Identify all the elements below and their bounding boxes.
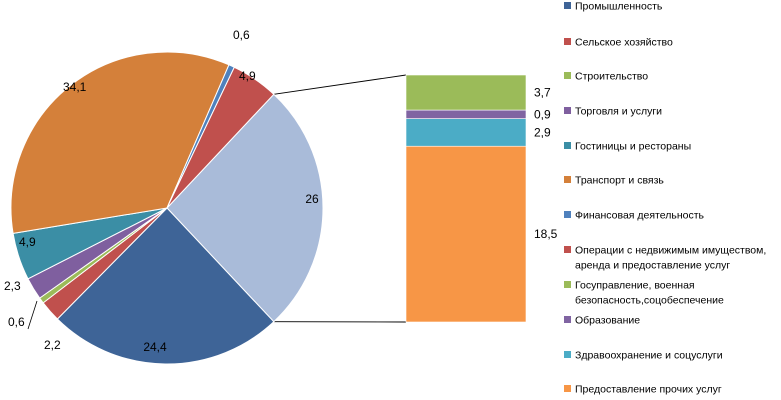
- legend-item-промышленность: Промышленность: [564, 1, 663, 13]
- bar-segment-здравоохранение-и-соцуслуги: [405, 118, 527, 147]
- legend-swatch: [564, 176, 571, 183]
- legend-item-транспорт-и-связь: Транспорт и связь: [564, 175, 664, 187]
- legend-item-сельское-хозяйство: Сельское хозяйство: [564, 37, 673, 49]
- legend-swatch: [564, 351, 571, 358]
- data-label: 0,6: [8, 315, 25, 329]
- pie-slice-промышленность: [56, 207, 275, 365]
- legend-item-торговля-и-услуги: Торговля и услуги: [564, 106, 662, 118]
- connector-line-top: [273, 74, 407, 95]
- legend-item-операции-с-недвижимым-имуществом-аренда-и-предоставление-услуг: Операции с недвижимым имуществом, аренда …: [564, 245, 766, 272]
- legend-swatch: [564, 211, 571, 218]
- data-label: 0,6: [233, 28, 250, 42]
- legend-item-здравоохранение-и-соцуслуги: Здравоохранение и соцуслуги: [564, 350, 723, 362]
- data-label: 24,4: [143, 340, 167, 354]
- legend-swatch: [564, 246, 571, 253]
- legend-label: безопасность,соцобеспечение: [575, 295, 724, 307]
- pie-slice-транспорт-и-связь: [10, 51, 230, 234]
- legend-item-гостиницы-и-рестораны: Гостиницы и рестораны: [564, 141, 691, 153]
- legend-label: аренда и предоставление услуг: [575, 260, 730, 272]
- pie-slices: [10, 51, 324, 365]
- legend-label: Транспорт и связь: [575, 175, 664, 187]
- legend-label: Торговля и услуги: [575, 106, 662, 118]
- bar-segment-предоставление-прочих-услуг: [405, 145, 527, 323]
- legend-label: Гостиницы и рестораны: [575, 141, 691, 153]
- bar-segment-образование: [405, 109, 527, 120]
- data-label: 2,9: [534, 125, 551, 139]
- legend-label: Операции с недвижимым имуществом,: [575, 245, 766, 257]
- data-label: 2,2: [44, 338, 61, 352]
- legend-label: Госуправление, военная: [575, 280, 695, 292]
- legend-swatch: [564, 142, 571, 149]
- legend-swatch: [564, 281, 571, 288]
- legend-swatch: [564, 385, 571, 392]
- leader-line: [27, 300, 38, 330]
- connector-lines: [273, 74, 407, 323]
- legend-swatch: [564, 2, 571, 9]
- data-label: 4,9: [239, 69, 256, 83]
- pie-slice-other-group: [166, 93, 324, 323]
- legend-label: Сельское хозяйство: [575, 37, 673, 49]
- legend-label: Промышленность: [575, 1, 663, 13]
- legend-swatch: [564, 316, 571, 323]
- legend-item-финансовая-деятельность: Финансовая деятельность: [564, 210, 705, 222]
- legend-label: Финансовая деятельность: [575, 210, 705, 222]
- legend-swatch: [564, 72, 571, 79]
- legend-item-госуправление-военная-безопасность-соцобеспечение: Госуправление, военная безопасность,соцоб…: [564, 280, 724, 307]
- legend-item-строительство: Строительство: [564, 71, 648, 83]
- legend-item-предоставление-прочих-услуг: Предоставление прочих услуг: [564, 384, 722, 396]
- legend-item-образование: Образование: [564, 315, 640, 327]
- data-label: 0,9: [534, 107, 551, 121]
- data-label: 18,5: [534, 227, 558, 241]
- legend-label: Здравоохранение и соцуслуги: [575, 350, 723, 362]
- data-label: 2,3: [4, 279, 21, 293]
- data-label: 34,1: [63, 80, 87, 94]
- legend-swatch: [564, 38, 571, 45]
- data-label: 3,7: [534, 86, 551, 100]
- data-label: 4,9: [19, 235, 36, 249]
- legend: Промышленность Сельское хозяйство Строител…: [564, 1, 766, 396]
- data-labels: 24,4 2,2 0,6 2,3 4,9 34,1 0,6 4,9 26 3,7 0,9 2,9 18,…: [4, 28, 558, 354]
- bar-segment-госуправление-военная-безопасность-соцобеспечение: [405, 74, 527, 111]
- data-label-other-group: 26: [305, 192, 319, 206]
- legend-label: Предоставление прочих услуг: [575, 384, 722, 396]
- pie-slice-операции-с-недвижимым-имуществом-аренда-и-предоставление-услуг: [166, 66, 275, 209]
- legend-swatch: [564, 107, 571, 114]
- legend-label: Строительство: [575, 71, 648, 83]
- legend-label: Образование: [575, 315, 640, 327]
- secondary-bar: [405, 74, 527, 323]
